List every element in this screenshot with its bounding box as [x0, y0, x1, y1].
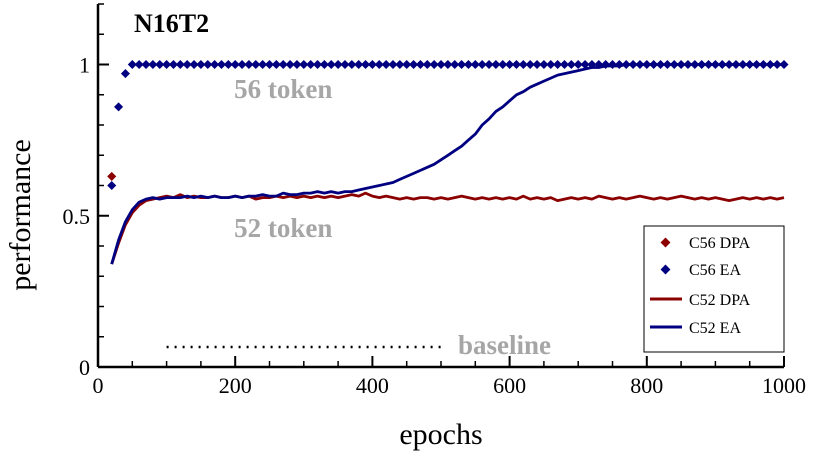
annotation-52-token: 52 token [234, 213, 332, 243]
legend-item-c52-ea: C52 EA [650, 320, 741, 337]
series-point-c56-ea [271, 59, 281, 70]
series-point-c56-ea [244, 59, 254, 70]
legend-label-c56-dpa: C56 DPA [689, 235, 751, 252]
plot-area: 0 200 400 600 800 1000 0 0.5 1 baseline 56 token 52… [63, 3, 806, 398]
legend-label-c52-dpa: C52 DPA [689, 292, 751, 309]
series-point-c56-ea [621, 59, 631, 70]
series-point-c56-ea [731, 59, 741, 70]
legend-item-c52-dpa: C52 DPA [650, 292, 751, 309]
series-point-c56-ea [704, 59, 714, 70]
series-point-c56-ea [649, 59, 659, 70]
series-point-c56-ea [182, 59, 192, 70]
series-point-c56-ea [203, 59, 213, 70]
series-point-c56-ea [237, 59, 247, 70]
x-tick-label: 800 [630, 373, 663, 398]
series-point-c56-ea [114, 102, 124, 112]
x-axis-title: epochs [399, 418, 482, 451]
series-point-c56-ea [395, 59, 405, 70]
series-point-c56-ea [381, 59, 391, 70]
series-point-c56-ea [457, 59, 467, 70]
x-tick-label: 400 [356, 373, 389, 398]
legend-label-c56-ea: C56 EA [689, 262, 741, 279]
chart-title: N16T2 [134, 9, 209, 38]
x-tick-label: 600 [493, 373, 526, 398]
series-point-c56-ea [676, 59, 686, 70]
legend-marker-c56-dpa [660, 237, 671, 248]
series-point-c56-ea [367, 59, 377, 70]
series-point-c56-ea [134, 59, 144, 70]
x-tick-label: 200 [219, 373, 252, 398]
series-point-c56-ea [216, 59, 227, 70]
legend-item-c56-dpa: C56 DPA [660, 235, 751, 252]
series-point-c56-ea [299, 59, 309, 70]
series-point-c56-ea [127, 59, 137, 70]
annotation-56-token: 56 token [234, 74, 332, 104]
series-point-c56-ea [230, 59, 240, 70]
series-point-c56-ea [107, 180, 117, 191]
series-point-c56-ea [223, 59, 233, 70]
series-point-c56-ea [120, 69, 130, 79]
series-point-c56-ea [779, 59, 789, 70]
legend-box [643, 225, 785, 353]
legend-item-c56-ea: C56 EA [660, 262, 741, 279]
y-axis-title: performance [4, 139, 37, 291]
series-point-c56-ea [484, 59, 494, 70]
series-point-c56-ea [196, 59, 206, 70]
legend-marker-c56-ea [660, 264, 671, 275]
series-point-c56-ea [210, 59, 220, 70]
x-tick-label: 0 [93, 373, 104, 398]
series-point-c56-ea [532, 59, 542, 70]
legend: C56 DPA C56 EA C52 DPA C52 EA [643, 225, 785, 353]
series-point-c56-ea [354, 59, 364, 70]
baseline-label: baseline [458, 330, 551, 360]
series-point-c56-ea [285, 59, 295, 70]
series-point-c56-dpa [107, 171, 117, 181]
series-point-c56-ea [443, 59, 453, 70]
series-point-c56-ea [498, 59, 508, 70]
y-tick-label: 0 [79, 355, 90, 380]
series-point-c56-ea [340, 59, 350, 70]
series-point-c56-ea [312, 59, 323, 70]
series-point-c56-ea [470, 59, 480, 70]
y-tick-label: 1 [79, 53, 90, 78]
y-tick-label: 0.5 [63, 204, 91, 229]
series-point-c56-ea [559, 59, 570, 70]
series-point-c56-ea [326, 59, 336, 70]
series-point-c56-ea [141, 59, 151, 70]
series-point-c56-ea [189, 59, 199, 70]
legend-label-c52-ea: C52 EA [689, 320, 741, 337]
x-tick-label: 1000 [762, 373, 806, 398]
